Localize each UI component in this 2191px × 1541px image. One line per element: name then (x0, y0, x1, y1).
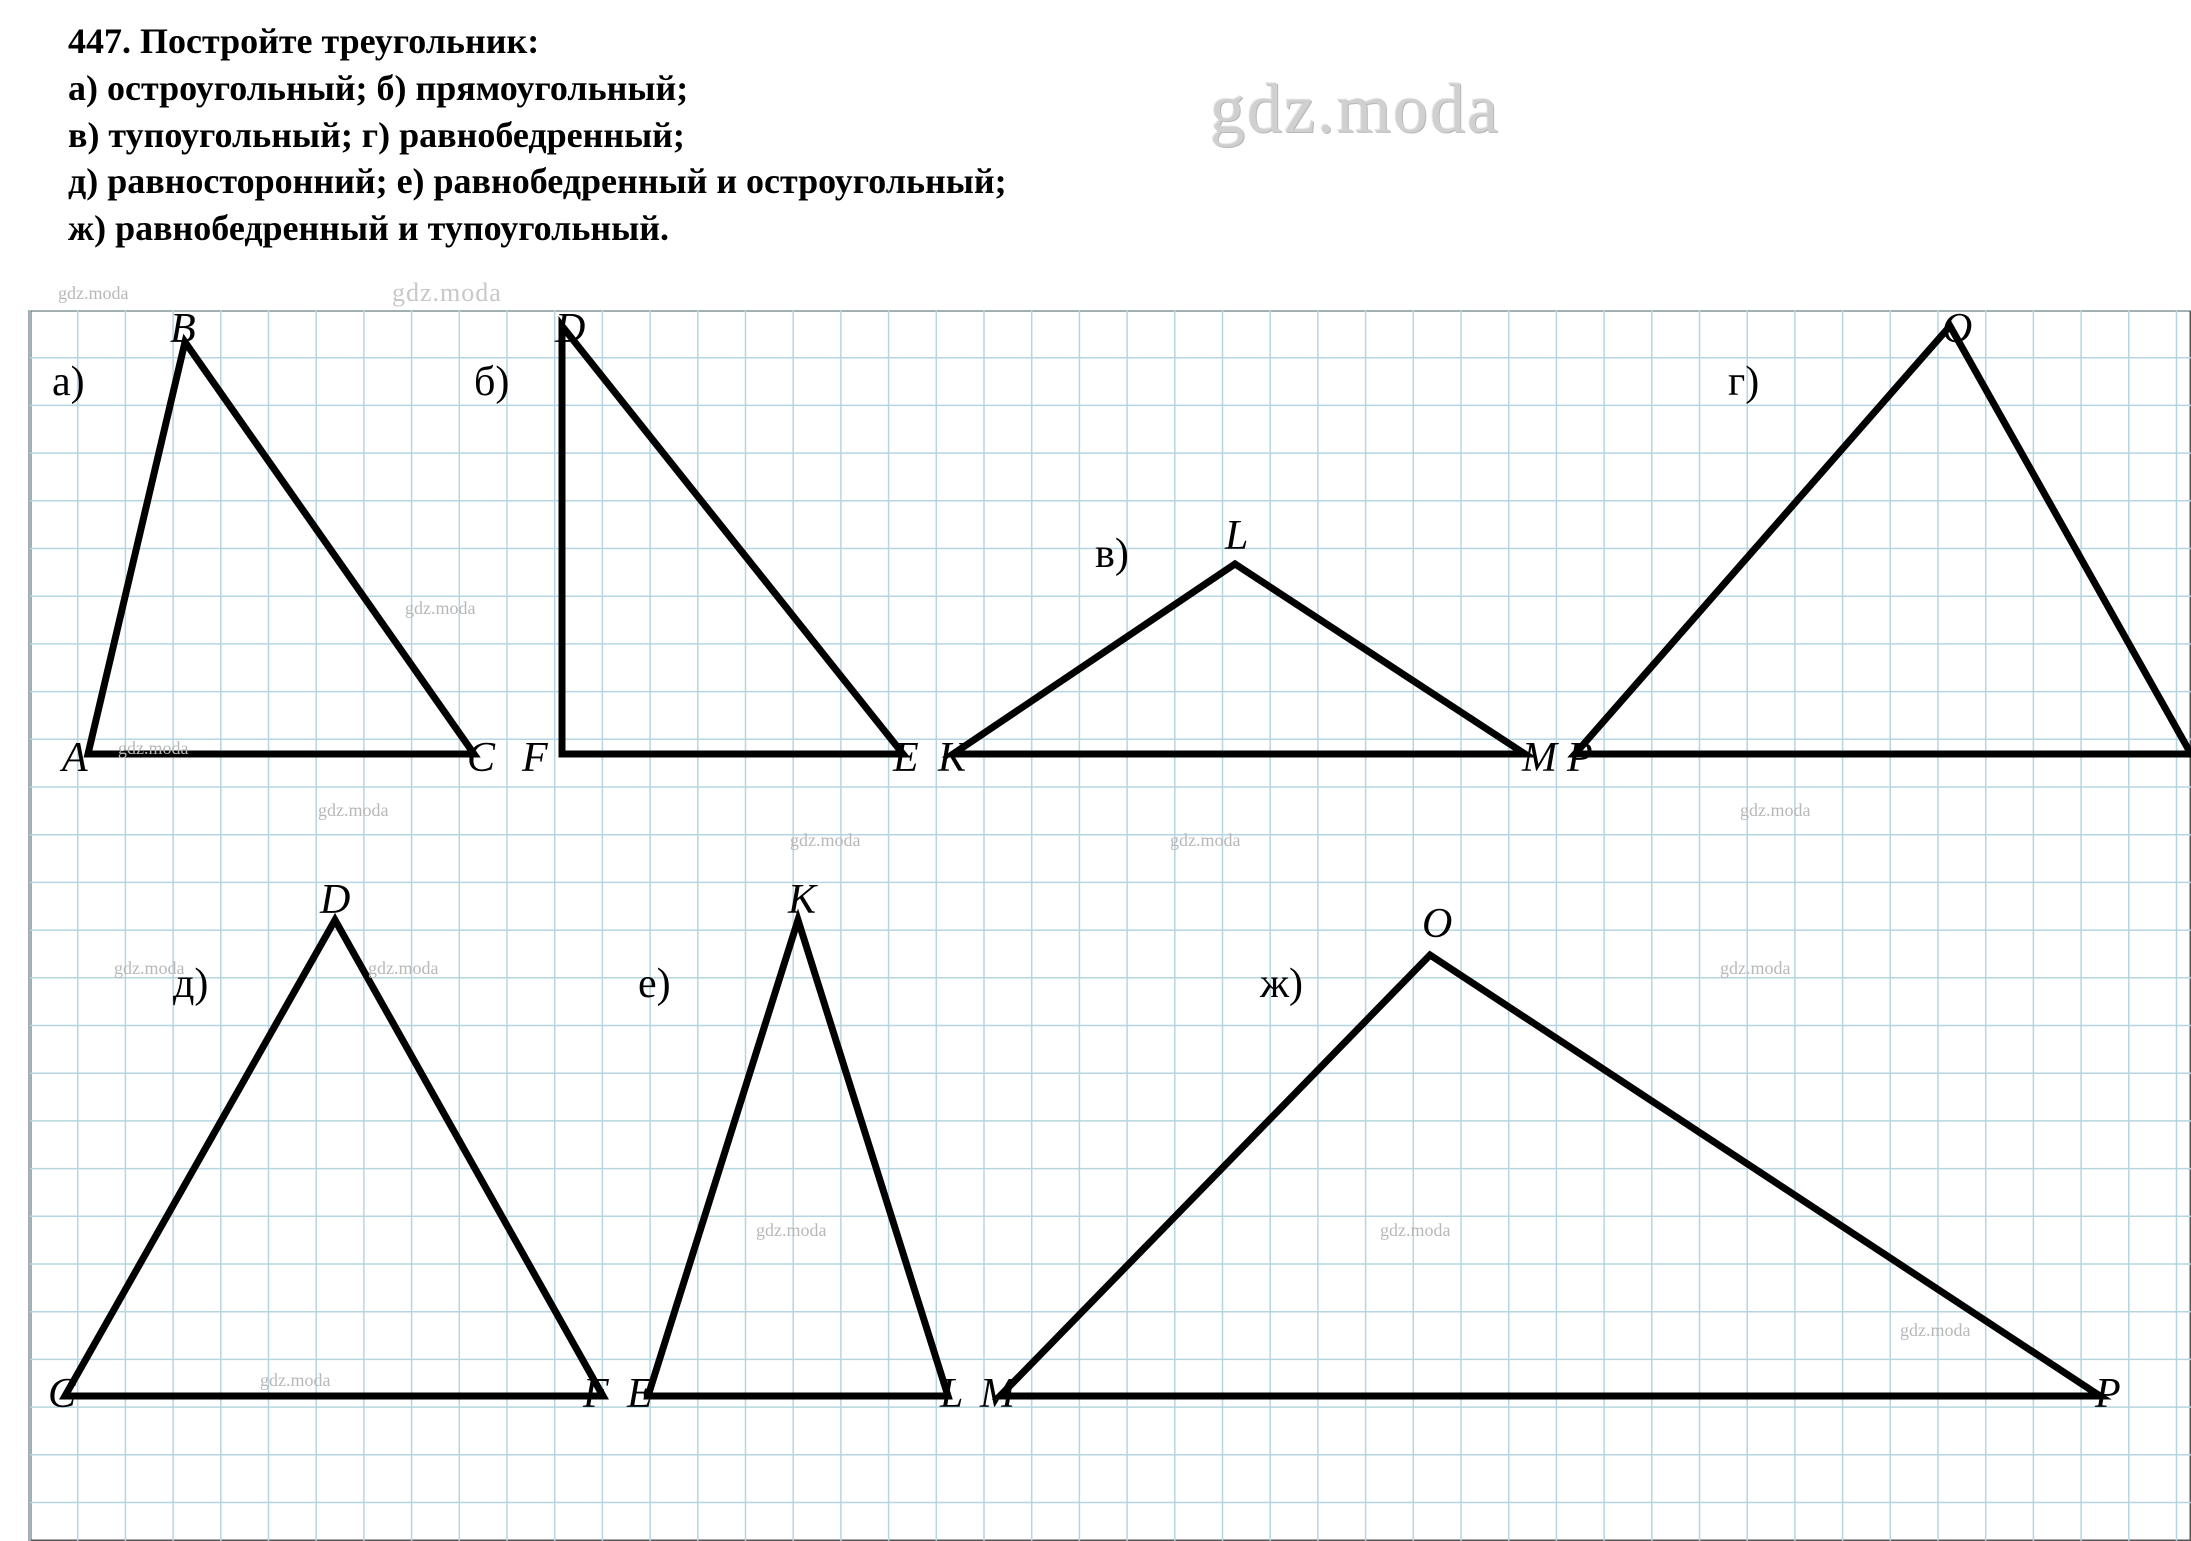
watermark: gdz.moda (405, 598, 475, 619)
watermark: gdz.moda (1170, 830, 1240, 851)
vertex-E-2: E (627, 1370, 653, 1418)
watermark: gdz.moda (260, 1370, 330, 1391)
panel-label-e: е) (638, 960, 671, 1008)
vertex-C-2: C (48, 1370, 76, 1418)
vertex-F-1: F (522, 734, 548, 782)
vertex-C-1: C (467, 734, 495, 782)
watermark: gdz.moda (318, 800, 388, 821)
vertex-F-2: F (583, 1370, 609, 1418)
panel-label-b: б) (474, 358, 509, 406)
grid-svg (0, 310, 2191, 1541)
diagram-area (0, 310, 2191, 1541)
vertex-P-1: P (1567, 734, 1593, 782)
vertex-D-1: D (555, 305, 585, 353)
watermark: gdz.moda (1380, 1220, 1450, 1241)
vertex-P-2: P (2095, 1370, 2121, 1418)
watermark: gdz.moda (114, 958, 184, 979)
panel-label-g: г) (1728, 358, 1759, 406)
watermark: gdz.moda (1740, 800, 1810, 821)
watermark: gdz.moda (756, 1220, 826, 1241)
task-line-1: в) тупоугольный; г) равнобедренный; (68, 112, 1007, 159)
watermark-small: gdz.moda (392, 278, 502, 308)
vertex-L-2: L (940, 1370, 963, 1418)
task-line-0: а) остроугольный; б) прямоугольный; (68, 65, 1007, 112)
task-title: Постройте треугольник: (140, 21, 539, 61)
vertex-L-1: L (1225, 512, 1248, 560)
panel-label-v: в) (1095, 530, 1129, 578)
task-line-2: д) равносторонний; е) равнобедренный и о… (68, 158, 1007, 205)
vertex-O-1: O (1942, 305, 1972, 353)
task-line-3: ж) равнобедренный и тупоугольный. (68, 205, 1007, 252)
panel-label-a: а) (52, 358, 85, 406)
vertex-A: A (62, 734, 88, 782)
vertex-M-2: M (980, 1370, 1015, 1418)
watermark: gdz.moda (790, 830, 860, 851)
vertex-E-1: E (893, 734, 919, 782)
vertex-K-2: K (788, 876, 816, 924)
vertex-K-1: K (938, 734, 966, 782)
watermark: gdz.moda (58, 283, 128, 304)
task-number: 447. (68, 21, 131, 61)
vertex-M-1: M (1522, 734, 1557, 782)
vertex-O-2: O (1422, 900, 1452, 948)
vertex-B: B (170, 305, 196, 353)
watermark-logo: gdz.moda (1210, 70, 1500, 150)
watermark: gdz.moda (1900, 1320, 1970, 1341)
watermark: gdz.moda (368, 958, 438, 979)
watermark: gdz.moda (118, 738, 188, 759)
watermark: gdz.moda (1720, 958, 1790, 979)
task-text: 447. Постройте треугольник: а) остроугол… (68, 18, 1007, 252)
panel-label-zh: ж) (1260, 960, 1303, 1008)
vertex-D-2: D (320, 876, 350, 924)
